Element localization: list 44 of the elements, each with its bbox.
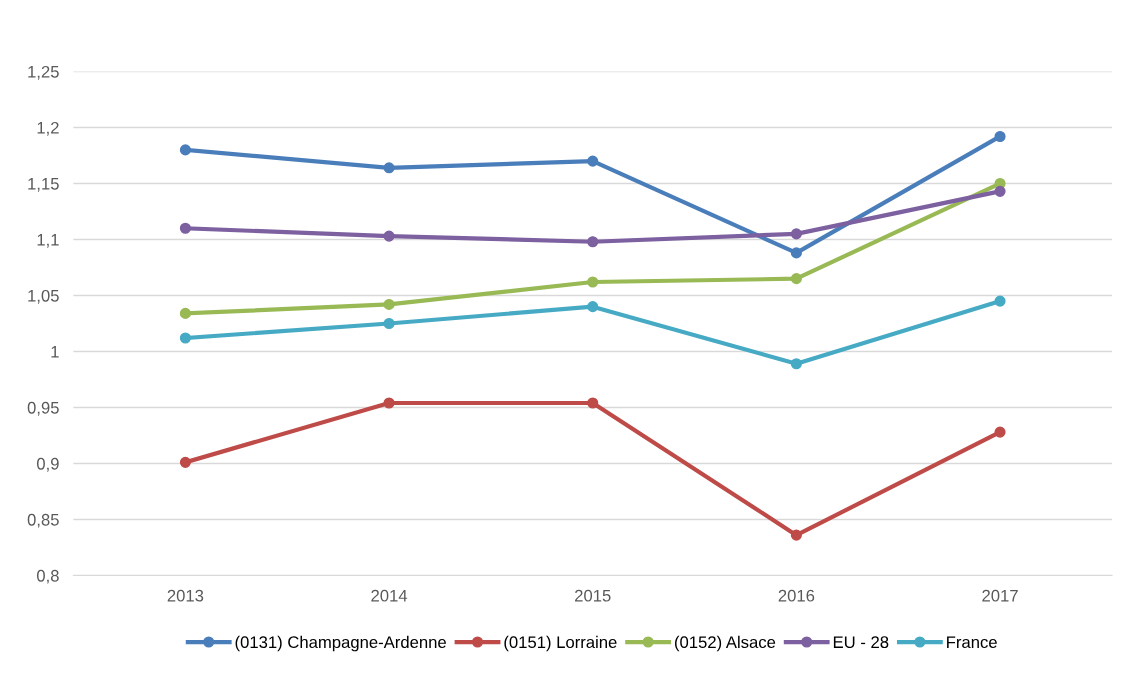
point [790, 358, 802, 370]
point [587, 301, 599, 313]
y-tick-label: 1,15 [28, 178, 59, 192]
point [587, 276, 599, 288]
point [383, 317, 395, 330]
point [994, 130, 1006, 143]
point [587, 155, 599, 167]
legend-label: EU - 28 [833, 636, 889, 649]
y-tick-label: 1 [51, 346, 59, 358]
legend-label: (0152) Alsace [675, 635, 776, 652]
y-tick-label: 1,25 [28, 65, 59, 80]
point [179, 307, 191, 319]
point [587, 236, 599, 248]
x-tick-label: 2016 [778, 589, 815, 602]
x-tick-label: 2013 [167, 589, 204, 602]
point [383, 162, 395, 174]
point [790, 247, 802, 259]
y-tick-label: 1,1 [37, 234, 59, 248]
point [179, 332, 191, 344]
point [383, 230, 395, 242]
point [790, 228, 802, 240]
y-tick-label: 0,95 [27, 401, 59, 416]
point [179, 456, 191, 468]
x-tick-label: 2015 [575, 589, 611, 602]
point [179, 144, 191, 156]
legend-label: (0151) Lorraine [504, 635, 617, 652]
legend-label: (0131) Champagne-Ardenne [235, 635, 446, 652]
point [383, 397, 395, 409]
y-tick-label: 1,05 [28, 289, 59, 304]
point [994, 426, 1006, 438]
point [383, 298, 395, 310]
point [790, 273, 802, 285]
point [179, 222, 191, 234]
y-tick-label: 0,9 [36, 457, 59, 472]
legend-label: France [947, 636, 997, 649]
x-tick-label: 2017 [982, 589, 1018, 602]
x-tick-label: 2014 [371, 589, 408, 602]
point [587, 397, 599, 409]
point [994, 185, 1006, 197]
y-tick-label: 0,8 [36, 569, 59, 584]
y-tick-label: 0,85 [27, 513, 59, 528]
point [994, 295, 1006, 307]
point [790, 529, 802, 541]
y-tick-label: 1,2 [37, 121, 59, 136]
